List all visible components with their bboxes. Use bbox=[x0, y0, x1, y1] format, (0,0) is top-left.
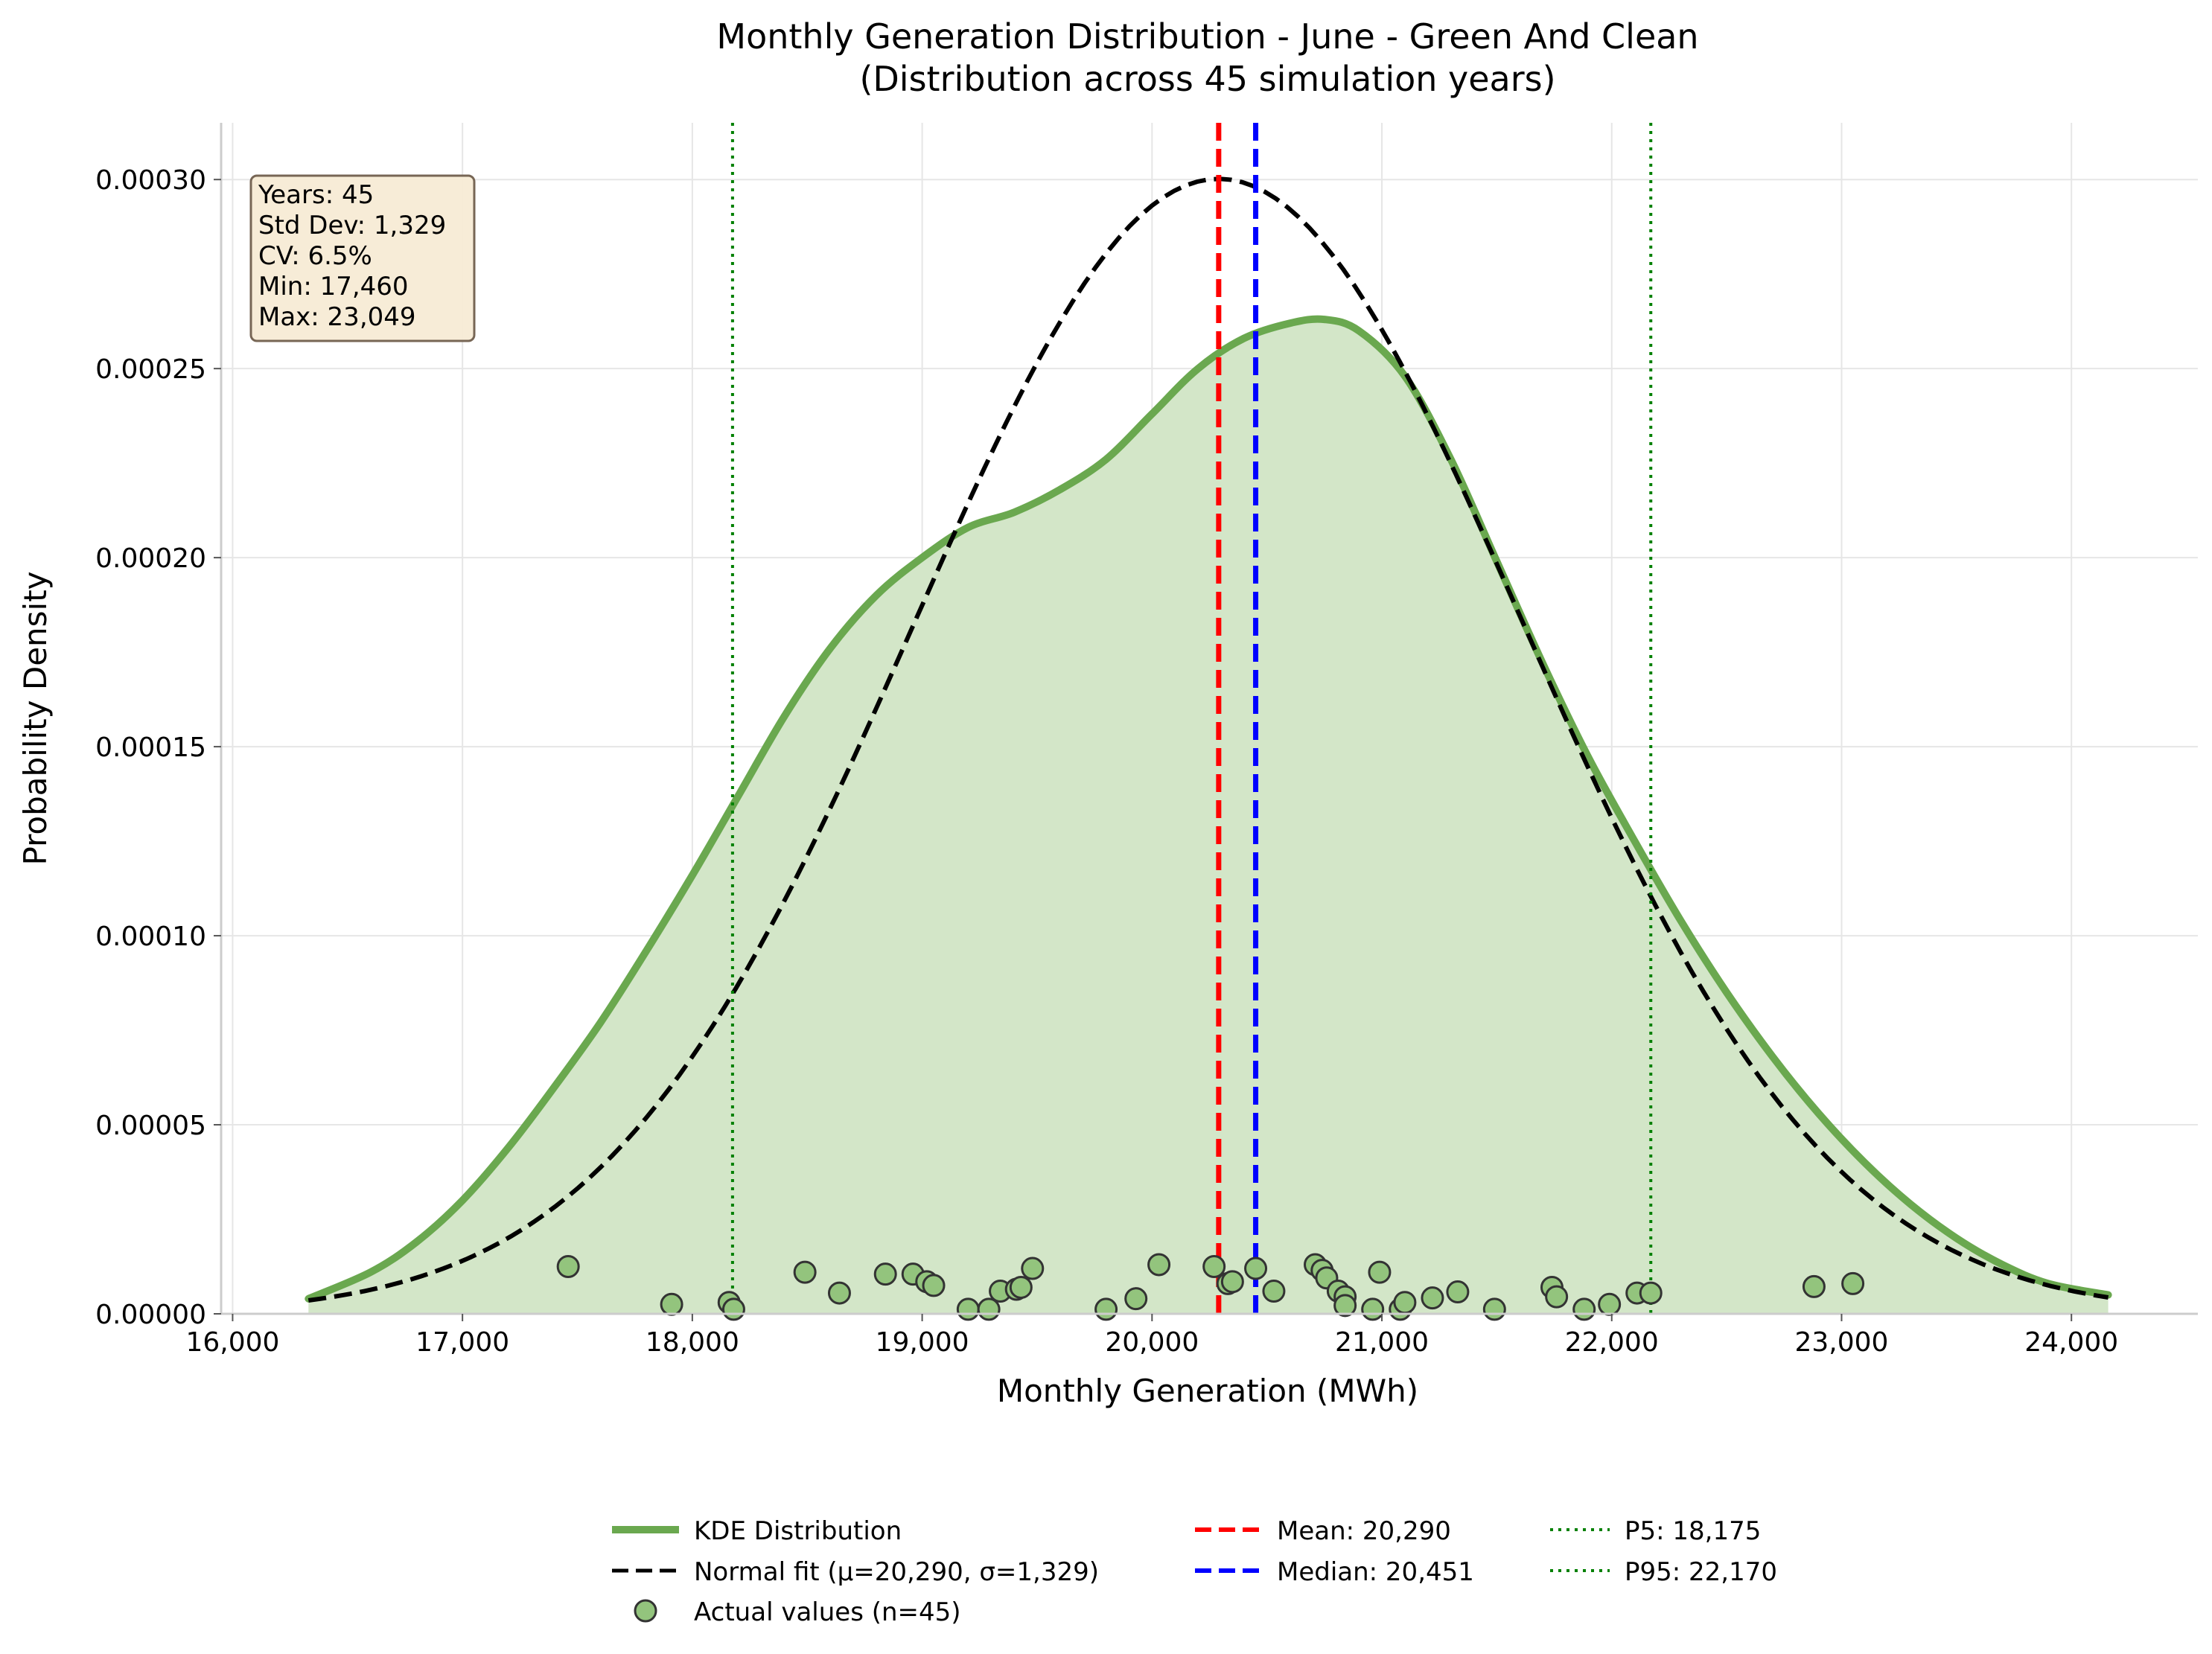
y-tick-label: 0.00000 bbox=[95, 1300, 206, 1330]
x-tick-label: 23,000 bbox=[1794, 1327, 1888, 1358]
actual-value-point bbox=[1094, 1297, 1118, 1321]
y-tick-labels: 0.00000 0.00005 0.00010 0.00015 0.00020 0.000… bbox=[95, 165, 206, 1330]
chart-subtitle: (Distribution across 45 simulation years… bbox=[859, 59, 1555, 99]
kde-series bbox=[305, 315, 2112, 1314]
actual-value-point bbox=[1572, 1297, 1596, 1321]
actual-value-point bbox=[1021, 1257, 1045, 1280]
y-tick-label: 0.00030 bbox=[95, 165, 206, 196]
kde-fill-area bbox=[308, 319, 2109, 1314]
legend-normal-label: Normal fit (μ=20,290, σ=1,329) bbox=[694, 1557, 1099, 1587]
actual-value-point bbox=[1841, 1271, 1865, 1295]
legend-scatter-label: Actual values (n=45) bbox=[694, 1597, 961, 1627]
x-tick-label: 22,000 bbox=[1565, 1327, 1659, 1358]
chart-title: Monthly Generation Distribution - June -… bbox=[716, 16, 1698, 57]
x-tick-label: 21,000 bbox=[1335, 1327, 1429, 1358]
axes bbox=[214, 123, 2198, 1321]
legend: KDE Distribution Normal fit (μ=20,290, σ… bbox=[612, 1516, 1777, 1627]
y-tick-label: 0.00015 bbox=[95, 732, 206, 763]
x-tick-label: 20,000 bbox=[1105, 1327, 1199, 1358]
actual-value-point bbox=[1421, 1286, 1444, 1310]
actual-value-point bbox=[827, 1281, 851, 1305]
x-tick-label: 19,000 bbox=[876, 1327, 969, 1358]
x-tick-label: 18,000 bbox=[646, 1327, 739, 1358]
actual-value-point bbox=[1009, 1275, 1033, 1299]
actual-value-point bbox=[1545, 1285, 1569, 1309]
legend-mean-label: Mean: 20,290 bbox=[1277, 1516, 1451, 1546]
actual-value-point bbox=[1333, 1294, 1357, 1318]
actual-value-point bbox=[793, 1260, 817, 1284]
normal-fit-series bbox=[307, 176, 2109, 1303]
actual-value-point bbox=[1202, 1255, 1226, 1279]
y-tick-label: 0.00020 bbox=[95, 543, 206, 574]
legend-kde-label: KDE Distribution bbox=[694, 1516, 902, 1546]
y-tick-label: 0.00005 bbox=[95, 1111, 206, 1141]
x-tick-label: 16,000 bbox=[185, 1327, 279, 1358]
legend-p95-label: P95: 22,170 bbox=[1625, 1557, 1777, 1587]
actual-value-point bbox=[956, 1297, 980, 1321]
actual-value-point bbox=[660, 1292, 683, 1316]
legend-median-label: Median: 20,451 bbox=[1277, 1557, 1474, 1587]
actual-value-point bbox=[1361, 1297, 1385, 1321]
actual-value-point bbox=[977, 1297, 1001, 1321]
legend-p5-label: P5: 18,175 bbox=[1625, 1516, 1761, 1546]
actual-value-point bbox=[1482, 1297, 1506, 1321]
actual-value-point bbox=[1598, 1292, 1622, 1316]
actual-value-point bbox=[1802, 1274, 1826, 1298]
kde-line bbox=[305, 315, 2112, 1303]
actual-value-point bbox=[1393, 1291, 1417, 1315]
legend-scatter-swatch bbox=[634, 1599, 657, 1623]
y-axis-title: Probability Density bbox=[17, 571, 54, 865]
x-tick-label: 24,000 bbox=[2024, 1327, 2118, 1358]
stats-std-dev: Std Dev: 1,329 bbox=[258, 211, 446, 240]
stats-box-background bbox=[249, 174, 476, 342]
reference-lines bbox=[730, 123, 1653, 1314]
actual-value-point bbox=[1244, 1257, 1268, 1280]
actual-value-point bbox=[556, 1255, 580, 1279]
y-tick-label: 0.00025 bbox=[95, 354, 206, 385]
stats-cv: CV: 6.5% bbox=[258, 241, 372, 271]
stats-box: Years: 45 Std Dev: 1,329 CV: 6.5% Min: 1… bbox=[249, 174, 476, 342]
actual-value-point bbox=[1124, 1287, 1148, 1311]
x-tick-label: 17,000 bbox=[415, 1327, 509, 1358]
actual-value-point bbox=[1446, 1280, 1470, 1304]
actual-value-point bbox=[922, 1274, 946, 1297]
actual-value-point bbox=[873, 1262, 897, 1286]
x-axis-title: Monthly Generation (MWh) bbox=[997, 1373, 1418, 1409]
stats-years: Years: 45 bbox=[258, 180, 374, 210]
actual-value-point bbox=[1220, 1270, 1244, 1294]
stats-max: Max: 23,049 bbox=[258, 302, 416, 332]
x-tick-labels: 16,000 17,000 18,000 19,000 20,000 21,000 22,0… bbox=[185, 1327, 2118, 1358]
actual-value-point bbox=[721, 1297, 745, 1321]
stats-min: Min: 17,460 bbox=[258, 272, 409, 301]
actual-value-point bbox=[1147, 1253, 1171, 1277]
normal-fit-line bbox=[307, 176, 2109, 1303]
actual-value-point bbox=[1639, 1281, 1663, 1305]
actual-value-point bbox=[1262, 1280, 1286, 1303]
actual-value-point bbox=[1368, 1260, 1392, 1284]
y-tick-label: 0.00010 bbox=[95, 922, 206, 952]
